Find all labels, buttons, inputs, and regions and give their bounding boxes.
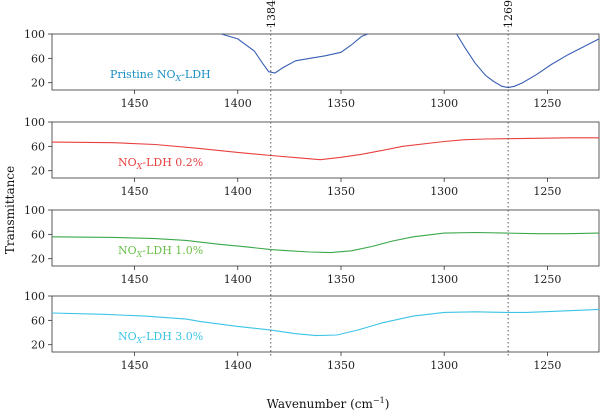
x-tick-label: 1450 <box>121 185 149 198</box>
x-axis-title-main: Wavenumber (cm <box>267 397 374 411</box>
y-tick-label: 60 <box>31 52 45 65</box>
series-label-rest: -LDH 3.0% <box>142 330 203 343</box>
x-tick-label: 1250 <box>533 359 561 372</box>
series-label: Pristine NOX-LDH <box>110 68 211 83</box>
y-tick-label: 100 <box>24 290 45 303</box>
series-label-rest: -LDH 0.2% <box>142 156 203 169</box>
series-line <box>52 231 599 254</box>
x-tick-label: 1400 <box>224 273 252 286</box>
y-axis-title: Transmittance <box>3 166 17 254</box>
series-label-sub: X <box>136 162 143 171</box>
series-line <box>52 137 599 161</box>
y-tick-label: 100 <box>24 116 45 129</box>
y-tick-label: 60 <box>31 314 45 327</box>
y-tick-label: 20 <box>31 253 45 266</box>
series-label: NOX-LDH 0.2% <box>118 156 203 171</box>
series-label-sub: X <box>136 336 143 345</box>
x-tick-label: 1350 <box>327 185 355 198</box>
x-tick-label: 1250 <box>533 185 561 198</box>
panel-frame <box>51 295 600 353</box>
panel-frame <box>51 209 600 267</box>
series-line <box>456 34 599 89</box>
panel-4: 100 60 20 1450 1400 1350 1300 1250 NOX-LDH 3.0% <box>24 290 600 372</box>
series-label: NOX-LDH 3.0% <box>118 330 203 345</box>
series-line <box>52 308 599 337</box>
panel-frame <box>51 121 600 179</box>
y-tick-label: 100 <box>24 204 45 217</box>
series-label-rest: -LDH <box>181 68 210 81</box>
x-tick-label: 1450 <box>121 97 149 110</box>
x-tick-label: 1400 <box>224 97 252 110</box>
series-label: NOX-LDH 1.0% <box>118 244 203 259</box>
x-tick-label: 1400 <box>224 185 252 198</box>
x-tick-label: 1250 <box>533 273 561 286</box>
y-tick-label: 20 <box>31 77 45 90</box>
series-label-sub: X <box>175 74 182 83</box>
panel-3: 100 60 20 1450 1400 1350 1300 1250 NOX-LDH 1.0% <box>24 204 600 286</box>
series-label-main: Pristine NO <box>110 68 176 81</box>
y-tick-label: 20 <box>31 339 45 352</box>
panel-frame <box>51 33 600 91</box>
x-tick-label: 1300 <box>430 185 458 198</box>
x-tick-label: 1350 <box>327 97 355 110</box>
x-tick-label: 1400 <box>224 359 252 372</box>
x-axis-title-sup: −1 <box>373 396 385 405</box>
series-label-rest: -LDH 1.0% <box>142 244 203 257</box>
x-axis-title-close: ) <box>385 397 390 411</box>
series-label-main: NO <box>118 330 137 343</box>
series-label-sub: X <box>136 250 143 259</box>
y-tick-label: 100 <box>24 28 45 41</box>
x-tick-label: 1250 <box>533 97 561 110</box>
x-tick-label: 1300 <box>430 97 458 110</box>
x-tick-label: 1300 <box>430 359 458 372</box>
panel-2: 100 60 20 1450 1400 1350 1300 1250 NOX-LDH 0.2% <box>24 116 600 198</box>
x-tick-label: 1350 <box>327 359 355 372</box>
markers-layer: 1384 1269 <box>265 0 515 356</box>
x-tick-label: 1450 <box>121 273 149 286</box>
marker-label: 1269 <box>502 0 515 28</box>
y-tick-label: 60 <box>31 228 45 241</box>
panel-1: 100 60 20 1450 1400 1350 1300 1250 Pristine NOX-… <box>24 28 600 110</box>
y-tick-label: 20 <box>31 165 45 178</box>
marker-label: 1384 <box>265 0 278 28</box>
x-tick-label: 1300 <box>430 273 458 286</box>
x-tick-label: 1450 <box>121 359 149 372</box>
series-label-main: NO <box>118 244 137 257</box>
x-axis-title: Wavenumber (cm−1) <box>267 396 390 411</box>
y-tick-label: 60 <box>31 140 45 153</box>
series-line <box>221 34 368 74</box>
series-label-main: NO <box>118 156 137 169</box>
x-tick-label: 1350 <box>327 273 355 286</box>
